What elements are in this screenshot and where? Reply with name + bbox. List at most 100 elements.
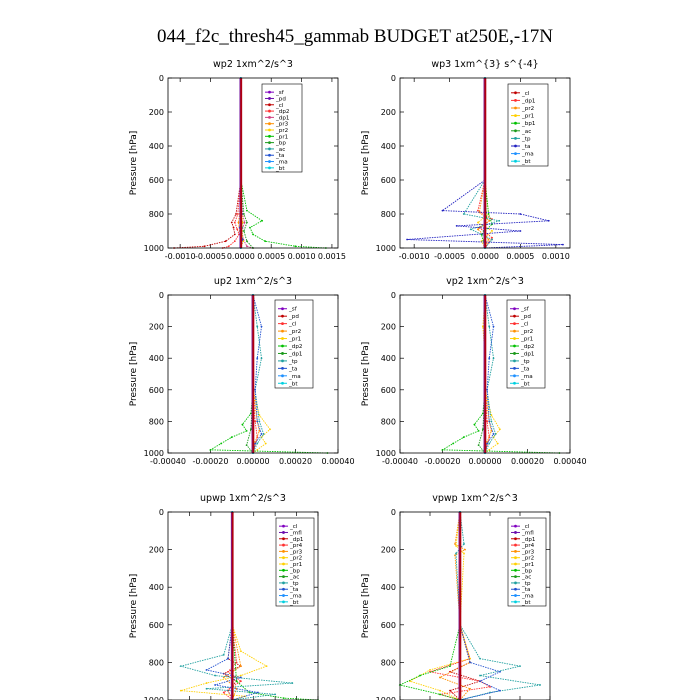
data-point <box>441 448 444 451</box>
data-point <box>491 236 493 239</box>
series-line <box>448 512 482 700</box>
legend-marker <box>282 524 285 528</box>
data-point <box>235 680 238 683</box>
data-point <box>477 221 479 224</box>
legend-label: _ma <box>520 374 533 380</box>
legend-marker <box>514 556 517 560</box>
y-tick-label: 1000 <box>144 244 164 253</box>
series-line <box>459 512 502 700</box>
data-point <box>260 357 263 360</box>
panel-title: wp2 1xm^2/s^3 <box>213 59 293 70</box>
legend-label: _pr1 <box>520 337 534 343</box>
legend-label: _dp2 <box>288 344 302 350</box>
x-tick-label: -0.0010 <box>399 252 430 261</box>
legend-label: _dp1 <box>288 351 303 357</box>
data-point <box>419 674 421 677</box>
chart-panel: up2 1xm^2/s^3 Pressure [hPa] 0 200 400 600 800… <box>129 276 355 466</box>
series-line <box>180 512 268 700</box>
y-tick-label: 1000 <box>144 449 164 458</box>
legend-label: _dp1 <box>520 351 535 357</box>
x-tick-label: -0.00040 <box>150 457 186 466</box>
data-point <box>224 240 227 243</box>
legend-label: _ac <box>521 129 531 135</box>
legend-marker <box>282 568 285 572</box>
legend-label: _dp1 <box>521 98 536 104</box>
y-tick-label: 400 <box>381 583 396 592</box>
legend-marker <box>282 543 285 547</box>
x-tick-label: -0.0010 <box>165 252 196 261</box>
data-point <box>239 665 242 668</box>
data-point <box>254 420 257 423</box>
legend-label: _pd <box>288 314 299 320</box>
legend-label: _pr2 <box>521 556 534 562</box>
chart-panel: upwp 1xm^2/s^3 Pressure [hPa] 0 200 400 600 80… <box>129 493 319 700</box>
series-line <box>239 78 244 249</box>
panel-title: wp3 1xm^{3} s^{-4} <box>431 59 538 70</box>
data-point <box>230 221 233 224</box>
legend-label: _bt <box>521 159 531 165</box>
legend-label: _ta <box>521 587 530 593</box>
series-line <box>252 294 265 454</box>
panel-title: upwp 1xm^2/s^3 <box>200 493 286 504</box>
legend-label: _mfl <box>521 530 534 536</box>
legend-label: _ma <box>288 374 301 380</box>
legend-marker <box>514 594 517 597</box>
data-point <box>222 676 225 679</box>
data-point <box>203 245 206 248</box>
legend: _cl_mfl_dp1_pr4_pr3_pr2_pr1_bp_ac_tp_ta_… <box>507 517 547 607</box>
series-line <box>252 295 271 454</box>
figure-title: 044_f2c_thresh45_gammab BUDGET at250E,-1… <box>157 26 553 47</box>
legend-label: _cl <box>288 322 297 328</box>
x-tick-label: 0.0010 <box>542 252 570 261</box>
series-group <box>179 511 268 700</box>
legend-label: _dp2 <box>275 109 289 115</box>
legend-label: _tp <box>521 581 531 587</box>
legend-label: _cl <box>521 91 530 97</box>
data-point <box>232 226 235 229</box>
legend-label: _pr1 <box>289 562 303 568</box>
data-point <box>406 238 408 241</box>
legend-marker <box>514 91 517 95</box>
data-point <box>220 442 223 445</box>
y-tick-label: 200 <box>381 546 396 555</box>
data-point <box>479 680 481 683</box>
y-tick-label: 600 <box>381 176 396 185</box>
data-point <box>492 325 495 328</box>
data-point <box>233 221 236 224</box>
data-point <box>463 543 465 545</box>
legend-label: _cl <box>521 524 530 530</box>
legend-box <box>506 299 546 389</box>
legend-marker <box>514 121 517 125</box>
y-tick-label: 0 <box>391 291 396 300</box>
data-point <box>264 442 267 445</box>
x-tick-label: 0.0000 <box>227 252 255 261</box>
data-point <box>539 684 541 686</box>
data-point <box>439 676 441 679</box>
legend-label: _tp <box>520 359 530 365</box>
data-point <box>227 657 229 660</box>
data-point <box>242 213 245 215</box>
data-point <box>236 213 239 215</box>
series-group <box>459 511 502 700</box>
legend-marker <box>268 97 271 100</box>
legend-label: _pr1 <box>275 134 289 140</box>
data-point <box>233 240 236 243</box>
chart-panel: wp2 1xm^2/s^3 Pressure [hPa] 0 200 400 600 800… <box>129 59 346 261</box>
legend-marker <box>281 366 284 370</box>
legend-marker <box>281 314 284 318</box>
legend-marker <box>282 531 285 534</box>
legend-label: _sf <box>288 307 298 313</box>
legend-marker <box>513 374 516 378</box>
series-line <box>484 294 497 454</box>
legend-marker <box>513 314 516 318</box>
legend-marker <box>268 115 271 119</box>
data-point <box>462 213 465 215</box>
legend-marker <box>514 99 517 102</box>
series-line <box>484 294 494 454</box>
y-tick-label: 800 <box>381 210 396 219</box>
legend-marker <box>514 600 517 604</box>
legend-marker <box>514 159 517 163</box>
data-point <box>441 209 444 212</box>
data-point <box>239 674 242 677</box>
